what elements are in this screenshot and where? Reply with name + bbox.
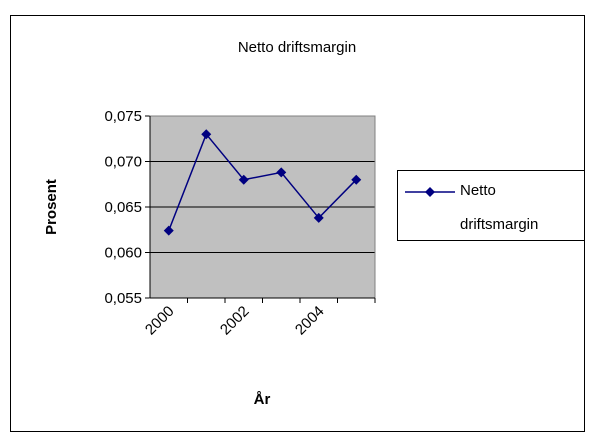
series-line <box>168 132 357 231</box>
data-point <box>163 225 174 236</box>
y-tick-label: 0,075 <box>104 108 142 125</box>
data-point <box>201 129 212 140</box>
legend-label-box: Netto driftsmargin <box>460 182 539 233</box>
chart-title: Netto driftsmargin <box>238 39 356 56</box>
x-axis-label: År <box>254 391 271 408</box>
data-point <box>238 174 249 185</box>
legend-marker <box>425 187 435 197</box>
data-point <box>313 212 324 223</box>
legend-label: Netto driftsmargin <box>460 182 539 233</box>
y-tick-label: 0,065 <box>104 199 142 216</box>
y-tick-label: 0,060 <box>104 245 142 262</box>
y-axis-label: Prosent <box>43 179 60 235</box>
y-tick-label: 0,055 <box>104 290 142 307</box>
legend-box <box>397 170 585 241</box>
data-point <box>276 167 287 178</box>
data-point <box>351 174 362 185</box>
y-tick-label: 0,070 <box>104 154 142 171</box>
